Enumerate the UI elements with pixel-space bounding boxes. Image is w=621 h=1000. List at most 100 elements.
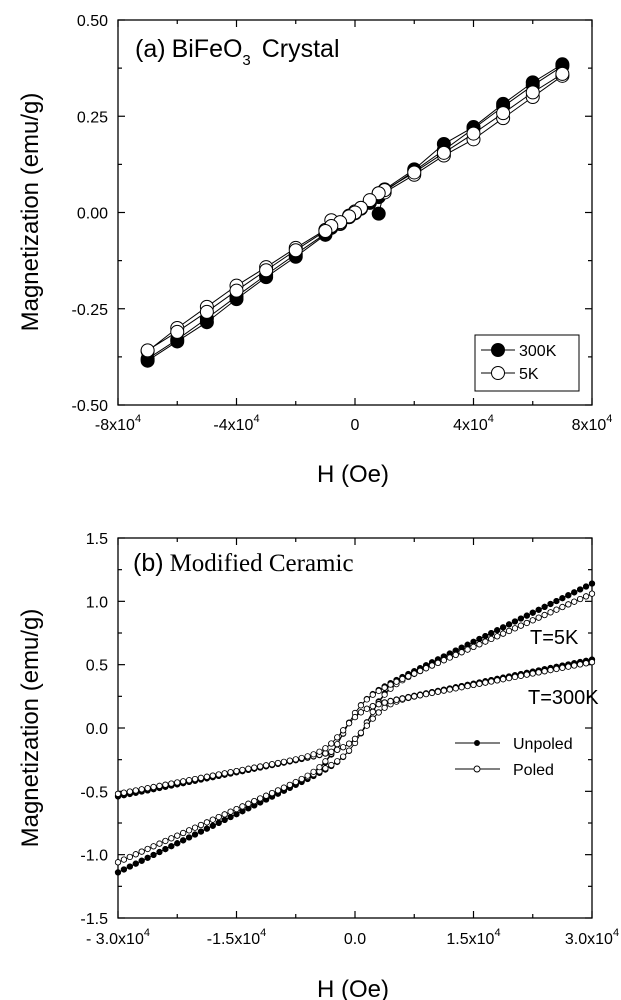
point-poled-300k (298, 754, 305, 762)
point-poled-5k (488, 635, 495, 643)
point-poled-300k (245, 765, 252, 772)
point-poled-300k (340, 727, 347, 734)
y-tick-label: 0.5 (86, 658, 108, 675)
point-poled-5k (369, 708, 376, 716)
point-5k (229, 283, 244, 298)
point-poled-5k (120, 856, 128, 863)
point-poled-5k (511, 625, 519, 632)
point-unpoled-5k (227, 813, 234, 821)
point-poled-5k (541, 611, 548, 619)
point-poled-300k (203, 773, 210, 780)
point-poled-300k (381, 699, 388, 706)
loop-line-poled-5k (117, 593, 593, 863)
point-poled-300k (357, 729, 365, 736)
point-poled-5k (138, 848, 145, 855)
point-poled-300k (138, 786, 145, 793)
point-poled-5k (322, 758, 329, 765)
point-poled-300k (215, 771, 222, 778)
point-unpoled-5k (186, 834, 193, 841)
point-poled-5k (369, 691, 376, 698)
point-unpoled-5k (565, 592, 572, 599)
point-poled-5k (529, 617, 536, 624)
legend-label-poled: Poled (513, 762, 554, 779)
point-5k (362, 193, 377, 208)
legend-marker-5k (491, 366, 505, 380)
point-poled-5k (251, 797, 258, 805)
x-tick-label: 0.0 (344, 931, 366, 948)
point-poled-5k (470, 643, 477, 651)
point-poled-5k (500, 630, 507, 637)
point-poled-300k (114, 790, 122, 797)
point-poled-5k (215, 813, 222, 821)
point-poled-300k (393, 696, 400, 704)
point-poled-5k (322, 765, 329, 772)
point-poled-300k (369, 703, 376, 710)
point-poled-5k (203, 819, 210, 826)
point-poled-5k (174, 832, 181, 839)
x-tick-label: -4x104 (213, 413, 259, 434)
panel-b-plot-area (117, 537, 593, 919)
point-poled-5k (422, 665, 430, 672)
point-5k (140, 343, 155, 358)
y-tick-label: -1.5 (80, 911, 108, 928)
point-unpoled-5k (144, 854, 151, 861)
point-poled-300k (559, 664, 566, 671)
point-5k (199, 304, 214, 319)
point-poled-300k (168, 780, 175, 787)
x-tick-label: - 3.0x104 (86, 927, 150, 948)
panel-b-legend: Unpoled Poled (455, 736, 573, 779)
point-poled-300k (233, 767, 240, 775)
point-poled-5k (168, 835, 175, 842)
point-poled-300k (292, 756, 299, 763)
point-poled-300k (476, 680, 483, 687)
point-poled-300k (571, 662, 578, 669)
panel-a-title: (a) BiFeO3 Crystal (135, 35, 340, 69)
point-poled-300k (440, 687, 447, 694)
point-poled-300k (274, 759, 282, 767)
point-poled-300k (541, 668, 548, 675)
point-unpoled-5k (511, 618, 519, 625)
point-unpoled-5k (517, 615, 525, 622)
point-poled-5k (393, 678, 400, 685)
x-tick-label: 4x104 (453, 413, 494, 434)
point-poled-5k (411, 670, 418, 677)
point-unpoled-5k (150, 851, 157, 859)
y-tick-label: 0.25 (77, 109, 108, 126)
point-poled-300k (428, 689, 436, 697)
point-poled-5k (280, 784, 287, 791)
point-poled-5k (274, 787, 282, 794)
x-tick-label: 0 (351, 417, 360, 434)
point-poled-300k (132, 787, 139, 794)
point-5k (259, 263, 274, 278)
point-poled-300k (470, 681, 477, 689)
point-poled-300k (488, 678, 495, 685)
point-poled-5k (144, 845, 151, 853)
point-poled-300k (505, 674, 513, 682)
point-poled-5k (464, 646, 471, 653)
point-5k (170, 324, 185, 339)
point-unpoled-5k (162, 845, 169, 853)
point-poled-5k (547, 609, 554, 616)
y-tick-label: -0.5 (80, 784, 108, 801)
point-poled-300k (588, 659, 596, 666)
point-unpoled-5k (138, 857, 145, 864)
point-poled-5k (417, 667, 424, 674)
point-unpoled-5k (197, 828, 205, 835)
point-poled-5k (221, 811, 228, 818)
point-unpoled-5k (505, 621, 513, 628)
point-poled-300k (500, 676, 507, 683)
point-unpoled-5k (209, 822, 216, 829)
point-poled-5k (162, 837, 169, 845)
point-poled-5k (340, 753, 347, 760)
point-unpoled-5k (132, 860, 139, 867)
panel-b-y-axis-title: Magnetization (emu/g) (17, 609, 44, 848)
point-poled-300k (482, 679, 489, 686)
point-poled-5k (334, 758, 341, 765)
point-poled-5k (191, 824, 199, 831)
annotation-t-5k: T=5K (530, 627, 579, 649)
point-unpoled-5k (523, 612, 530, 619)
point-5k (496, 106, 511, 121)
point-5k (436, 145, 451, 160)
point-5k (407, 165, 422, 180)
point-poled-5k (381, 684, 388, 691)
